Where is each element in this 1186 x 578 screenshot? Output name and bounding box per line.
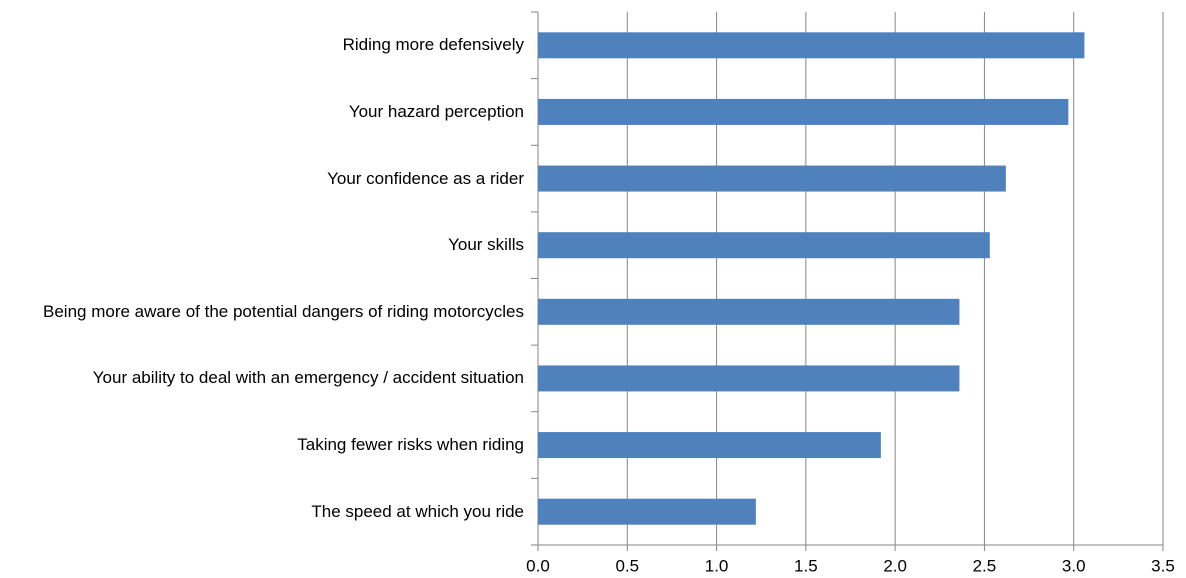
bar (538, 432, 881, 459)
bar (538, 98, 1069, 125)
bar (538, 365, 960, 392)
x-tick-label: 2.5 (973, 556, 997, 575)
x-tick-label: 0.0 (526, 556, 550, 575)
y-tick-label: Your skills (448, 235, 524, 255)
bar (538, 498, 756, 525)
y-tick-label: Being more aware of the potential danger… (43, 301, 524, 321)
bar (538, 32, 1085, 59)
x-tick-label: 3.0 (1062, 556, 1086, 575)
x-tick-label: 2.0 (883, 556, 907, 575)
y-tick-label: Taking fewer risks when riding (297, 435, 524, 455)
bar (538, 165, 1006, 192)
x-tick-label: 0.5 (615, 556, 639, 575)
y-tick-label: Your confidence as a rider (327, 168, 524, 188)
y-tick-label: Your hazard perception (348, 101, 524, 121)
x-tick-label: 1.0 (705, 556, 729, 575)
x-tick-label: 3.5 (1151, 556, 1175, 575)
bar (538, 232, 990, 259)
y-tick-label: Riding more defensively (342, 35, 524, 55)
y-tick-label: The speed at which you ride (311, 501, 524, 521)
bar (538, 298, 960, 325)
x-tick-label: 1.5 (794, 556, 818, 575)
y-tick-label: Your ability to deal with an emergency /… (92, 368, 524, 388)
